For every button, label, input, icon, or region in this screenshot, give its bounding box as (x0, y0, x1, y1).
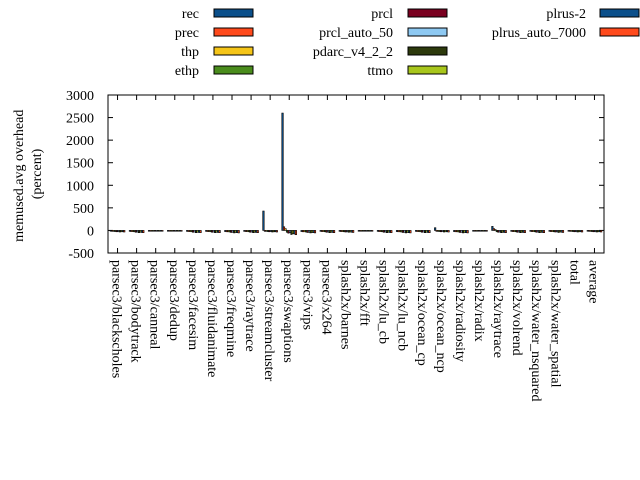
bar-plrus_auto_7000 (485, 230, 488, 232)
x-tick-label: splash2x/volrend (509, 260, 524, 356)
bar-plrus_auto_7000 (504, 230, 507, 233)
y-tick-label: 0 (87, 224, 94, 239)
legend-label: plrus_auto_7000 (492, 26, 586, 41)
x-tick-label: parsec3/vips (299, 260, 314, 330)
bar-plrus_auto_7000 (180, 230, 183, 232)
legend-swatch-prcl (407, 8, 448, 18)
x-tick-label: splash2x/radiosity (452, 260, 467, 362)
bar-plrus_auto_7000 (409, 230, 412, 234)
bar-plrus_auto_7000 (294, 230, 297, 236)
y-tick-label: 1500 (66, 157, 94, 172)
y-axis: -500 0 500 1000 1500 2000 2500 3000 (66, 89, 604, 262)
legend-label: thp (181, 45, 199, 60)
legend: rec prec thp ethp prcl prcl_auto_50 pdarc_v4_2… (175, 7, 640, 79)
x-tick-label: parsec3/swaptions (280, 260, 295, 363)
x-tick-label: splash2x/ocean_ncp (433, 260, 448, 373)
x-tick-label: splash2x/fft (357, 260, 372, 326)
bar-plrus_auto_7000 (199, 230, 202, 233)
x-tick-label: parsec3/dedup (166, 260, 181, 341)
bar-plrus_auto_7000 (428, 230, 431, 233)
y-tick-label: 500 (73, 202, 94, 217)
x-tick-label: splash2x/water_spatial (547, 260, 562, 388)
bar-rec (262, 210, 265, 231)
x-tick-label: parsec3/fluidanimate (204, 260, 219, 377)
x-tick-label: parsec3/x264 (318, 260, 333, 335)
x-tick-label: splash2x/radix (471, 260, 486, 342)
bar-plrus_auto_7000 (275, 230, 278, 233)
x-tick-label: splash2x/lu_ncb (395, 260, 410, 351)
bar-plrus_auto_7000 (123, 230, 126, 233)
legend-swatch-ethp (213, 65, 254, 75)
bar-thp (284, 228, 287, 231)
y-tick-label: 1000 (66, 179, 94, 194)
bar-plrus_auto_7000 (523, 230, 526, 233)
legend-label: pdarc_v4_2_2 (313, 45, 393, 60)
x-tick-label: parsec3/streamcluster (261, 260, 276, 382)
y-axis-label: memused.avg overhead (percent) (12, 106, 45, 242)
bar-plrus_auto_7000 (561, 230, 565, 233)
x-tick-label: total (566, 260, 581, 285)
x-tick-label: parsec3/freqmine (223, 260, 238, 357)
bar-rec (434, 227, 437, 231)
x-tick-label: parsec3/blackscholes (109, 260, 124, 378)
x-tick-label: splash2x/barnes (337, 260, 352, 349)
y-axis-label-line-2: (percent) (30, 148, 45, 199)
bar-plrus_auto_7000 (581, 230, 584, 233)
legend-label: prcl_auto_50 (319, 26, 393, 41)
bar-plrus_auto_7000 (371, 230, 374, 232)
legend-swatch-rec (213, 8, 254, 18)
bar-plrus_auto_7000 (333, 230, 336, 233)
legend-swatch-prcl_auto_50 (407, 27, 448, 37)
bar-plrus_auto_7000 (237, 230, 240, 234)
legend-label: ethp (175, 64, 199, 79)
x-tick-label: parsec3/bodytrack (128, 260, 143, 363)
x-axis: parsec3/blackscholes parsec3/bodytrack par… (109, 95, 600, 402)
x-tick-label: parsec3/facesim (185, 260, 200, 350)
x-tick-label: splash2x/raytrace (490, 260, 505, 358)
legend-swatch-ttmo (407, 65, 448, 75)
x-tick-label: splash2x/lu_cb (376, 260, 391, 344)
x-tick-label: average (585, 260, 600, 304)
bar-plrus_auto_7000 (161, 230, 164, 232)
x-tick-label: splash2x/water_nsquared (528, 260, 543, 402)
legend-label: rec (182, 7, 199, 22)
y-tick-label: 3000 (66, 89, 94, 104)
y-axis-label-line-1: memused.avg overhead (12, 110, 27, 242)
y-tick-label: -500 (68, 247, 94, 262)
bar-plrus_auto_7000 (313, 230, 317, 234)
bar-plrus_auto_7000 (447, 230, 450, 233)
x-tick-label: parsec3/canneal (147, 260, 162, 349)
bar-plrus_auto_7000 (600, 230, 603, 233)
bar-plrus_auto_7000 (390, 230, 393, 233)
y-tick-label: 2000 (66, 134, 94, 149)
x-tick-label: splash2x/ocean_cp (414, 260, 429, 366)
legend-swatch-plrus-2 (599, 8, 640, 18)
legend-swatch-plrus_auto_7000 (599, 27, 640, 37)
bar-plrus_auto_7000 (218, 230, 221, 233)
bar-plrus_auto_7000 (466, 230, 469, 234)
legend-swatch-prec (213, 27, 254, 37)
legend-label: prec (175, 26, 199, 41)
bar-plrus_auto_7000 (256, 230, 259, 233)
bar-plrus_auto_7000 (542, 230, 545, 233)
bars (109, 112, 603, 236)
legend-label: plrus-2 (546, 7, 586, 22)
legend-label: prcl (371, 7, 393, 22)
plot-frame (107, 94, 605, 254)
bar-plrus_auto_7000 (142, 230, 145, 233)
x-tick-label: parsec3/raytrace (242, 260, 257, 352)
bar-rec (281, 112, 284, 231)
bar-plrus_auto_7000 (352, 230, 355, 233)
y-tick-label: 2500 (66, 112, 94, 127)
legend-swatch-thp (213, 46, 254, 56)
bar-thp (494, 229, 497, 231)
legend-swatch-pdarc_v4_2_2 (407, 46, 448, 56)
legend-label: ttmo (367, 64, 393, 79)
